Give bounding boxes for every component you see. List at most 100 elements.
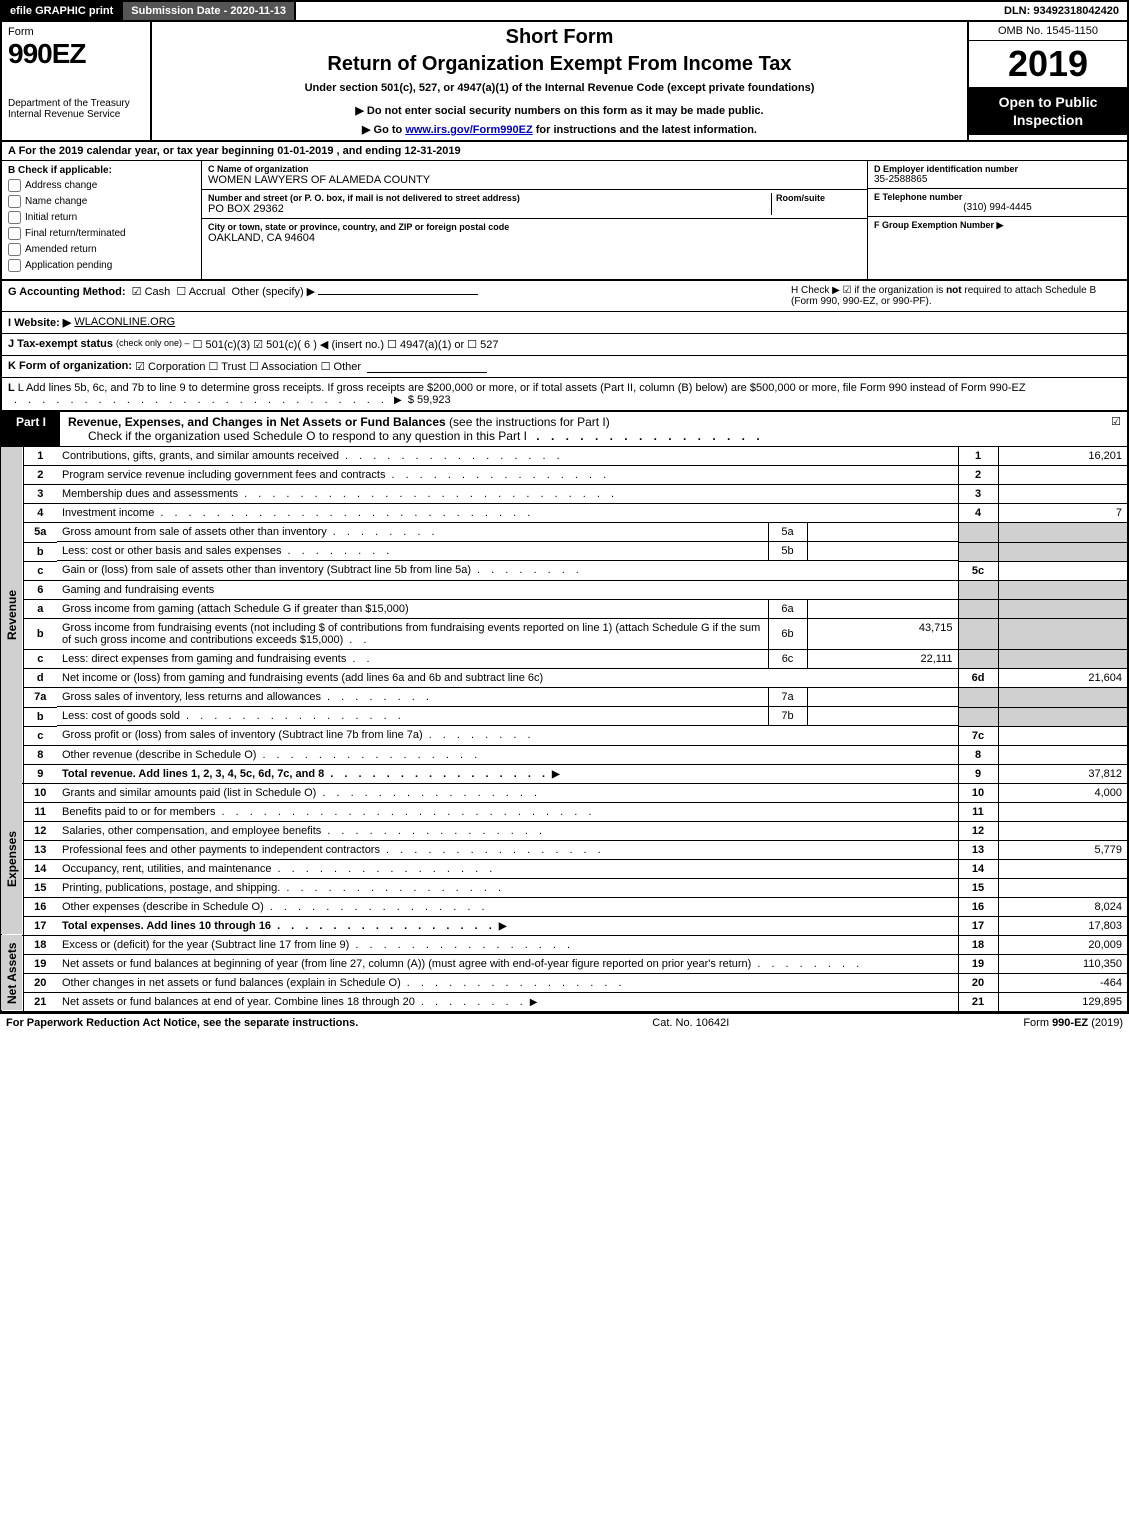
g-label: G Accounting Method: <box>8 286 126 298</box>
val-6c: 22,111 <box>808 650 958 668</box>
amt-21: 129,895 <box>998 992 1128 1011</box>
k-label: K Form of organization: <box>8 360 132 373</box>
i-label: I Website: ▶ <box>8 316 71 329</box>
short-form-title: Short Form <box>160 26 959 49</box>
amt-9: 37,812 <box>998 764 1128 783</box>
row-7b: b Less: cost of goods sold. . . . . . . … <box>1 707 1128 726</box>
amt-17: 17,803 <box>998 916 1128 935</box>
row-15: 15 Printing, publications, postage, and … <box>1 878 1128 897</box>
h-text1: H Check ▶ ☑ if the organization is <box>791 285 946 296</box>
row-3: 3 Membership dues and assessments. . . .… <box>1 485 1128 504</box>
line-g: G Accounting Method: ☑ Cash ☐ Accrual Ot… <box>8 285 781 298</box>
val-7a <box>808 688 958 706</box>
g-other: Other (specify) ▶ <box>232 286 316 298</box>
row-5a: 5a Gross amount from sale of assets othe… <box>1 523 1128 543</box>
dept-treasury: Department of the Treasury <box>8 98 144 109</box>
amt-10: 4,000 <box>998 783 1128 802</box>
line-i: I Website: ▶ WLACONLINE.ORG <box>0 312 1129 334</box>
tax-year: 2019 <box>969 41 1127 87</box>
chk-final-return[interactable]: Final return/terminated <box>8 227 195 240</box>
row-6a: a Gross income from gaming (attach Sched… <box>1 599 1128 619</box>
chk-initial-return[interactable]: Initial return <box>8 211 195 224</box>
dln-label: DLN: 93492318042420 <box>996 2 1127 20</box>
row-4: 4 Investment income. . . . . . . . . . .… <box>1 504 1128 523</box>
j-label: J Tax-exempt status <box>8 338 113 351</box>
j-opts: ☐ 501(c)(3) ☑ 501(c)( 6 ) ◀ (insert no.)… <box>193 338 499 351</box>
k-opts: ☑ Corporation ☐ Trust ☐ Association ☐ Ot… <box>135 360 361 373</box>
chk-application-pending[interactable]: Application pending <box>8 259 195 272</box>
row-1: Revenue 1 Contributions, gifts, grants, … <box>1 447 1128 466</box>
row-18: Net Assets 18 Excess or (deficit) for th… <box>1 935 1128 954</box>
amt-16: 8,024 <box>998 897 1128 916</box>
val-6b: 43,715 <box>808 619 958 649</box>
form-label: Form <box>8 26 144 38</box>
row-11: 11 Benefits paid to or for members. . . … <box>1 802 1128 821</box>
info-grid: B Check if applicable: Address change Na… <box>0 161 1129 281</box>
omb-number: OMB No. 1545-1150 <box>969 22 1127 41</box>
c-name-label: C Name of organization <box>208 164 861 174</box>
amt-13: 5,779 <box>998 840 1128 859</box>
header-center: Short Form Return of Organization Exempt… <box>152 22 967 140</box>
sidetab-netassets: Net Assets <box>1 935 23 1011</box>
g-cash: Cash <box>145 286 171 298</box>
amt-7c <box>998 726 1128 745</box>
chk-name-change[interactable]: Name change <box>8 195 195 208</box>
line-j: J Tax-exempt status (check only one) – ☐… <box>0 334 1129 356</box>
form-header: Form 990EZ Department of the Treasury In… <box>0 22 1129 142</box>
irs-label: Internal Revenue Service <box>8 109 144 120</box>
row-19: 19 Net assets or fund balances at beginn… <box>1 954 1128 973</box>
amt-4: 7 <box>998 504 1128 523</box>
goto-pre: ▶ Go to <box>362 124 405 136</box>
box-b: B Check if applicable: Address change Na… <box>2 161 202 279</box>
amt-12 <box>998 821 1128 840</box>
line-l: L L Add lines 5b, 6c, and 7b to line 9 t… <box>0 378 1129 412</box>
main-title: Return of Organization Exempt From Incom… <box>160 53 959 76</box>
e-label: E Telephone number <box>874 192 1121 202</box>
c-addr-label: Number and street (or P. O. box, if mail… <box>208 193 771 203</box>
line-gh: G Accounting Method: ☑ Cash ☐ Accrual Ot… <box>0 281 1129 312</box>
footer-right: Form 990-EZ (2019) <box>1023 1017 1123 1029</box>
ssn-note: ▶ Do not enter social security numbers o… <box>160 104 959 117</box>
org-city: OAKLAND, CA 94604 <box>208 232 861 244</box>
part1-checkbox[interactable]: ☑ <box>1105 412 1127 446</box>
chk-address-change[interactable]: Address change <box>8 179 195 192</box>
val-6a <box>808 600 958 618</box>
part1-table: Revenue 1 Contributions, gifts, grants, … <box>0 447 1129 1012</box>
box-c: C Name of organization WOMEN LAWYERS OF … <box>202 161 867 279</box>
box-b-title: B Check if applicable: <box>8 165 195 176</box>
row-6c: c Less: direct expenses from gaming and … <box>1 650 1128 669</box>
header-left: Form 990EZ Department of the Treasury In… <box>2 22 152 140</box>
amt-18: 20,009 <box>998 935 1128 954</box>
amt-2 <box>998 466 1128 485</box>
part1-check-note: Check if the organization used Schedule … <box>88 429 527 443</box>
efile-print-button[interactable]: efile GRAPHIC print <box>2 2 123 20</box>
row-17: 17 Total expenses. Add lines 10 through … <box>1 916 1128 935</box>
goto-post: for instructions and the latest informat… <box>533 124 757 136</box>
open-public-badge: Open to Public Inspection <box>969 87 1127 135</box>
amt-6d: 21,604 <box>998 669 1128 688</box>
part1-subtitle: (see the instructions for Part I) <box>449 415 610 429</box>
chk-amended-return[interactable]: Amended return <box>8 243 195 256</box>
org-name: WOMEN LAWYERS OF ALAMEDA COUNTY <box>208 174 861 186</box>
row-7a: 7a Gross sales of inventory, less return… <box>1 688 1128 708</box>
amt-3 <box>998 485 1128 504</box>
subtitle: Under section 501(c), 527, or 4947(a)(1)… <box>160 82 959 94</box>
amt-11 <box>998 802 1128 821</box>
line-a: A For the 2019 calendar year, or tax yea… <box>0 142 1129 161</box>
row-6: 6 Gaming and fundraising events <box>1 580 1128 599</box>
g-accrual: Accrual <box>189 286 226 298</box>
dots: . . . . . . . . . . . . . . . . . . . . … <box>14 394 388 406</box>
org-address: PO BOX 29362 <box>208 203 771 215</box>
amt-1: 16,201 <box>998 447 1128 466</box>
sidetab-revenue: Revenue <box>1 447 23 783</box>
row-8: 8 Other revenue (describe in Schedule O)… <box>1 745 1128 764</box>
box-def: D Employer identification number 35-2588… <box>867 161 1127 279</box>
row-14: 14 Occupancy, rent, utilities, and maint… <box>1 859 1128 878</box>
ein-value: 35-2588865 <box>874 174 1121 185</box>
amt-20: -464 <box>998 973 1128 992</box>
row-21: 21 Net assets or fund balances at end of… <box>1 992 1128 1011</box>
row-5b: b Less: cost or other basis and sales ex… <box>1 542 1128 561</box>
val-5a <box>808 523 958 541</box>
irs-link[interactable]: www.irs.gov/Form990EZ <box>405 124 532 136</box>
d-label: D Employer identification number <box>874 164 1121 174</box>
